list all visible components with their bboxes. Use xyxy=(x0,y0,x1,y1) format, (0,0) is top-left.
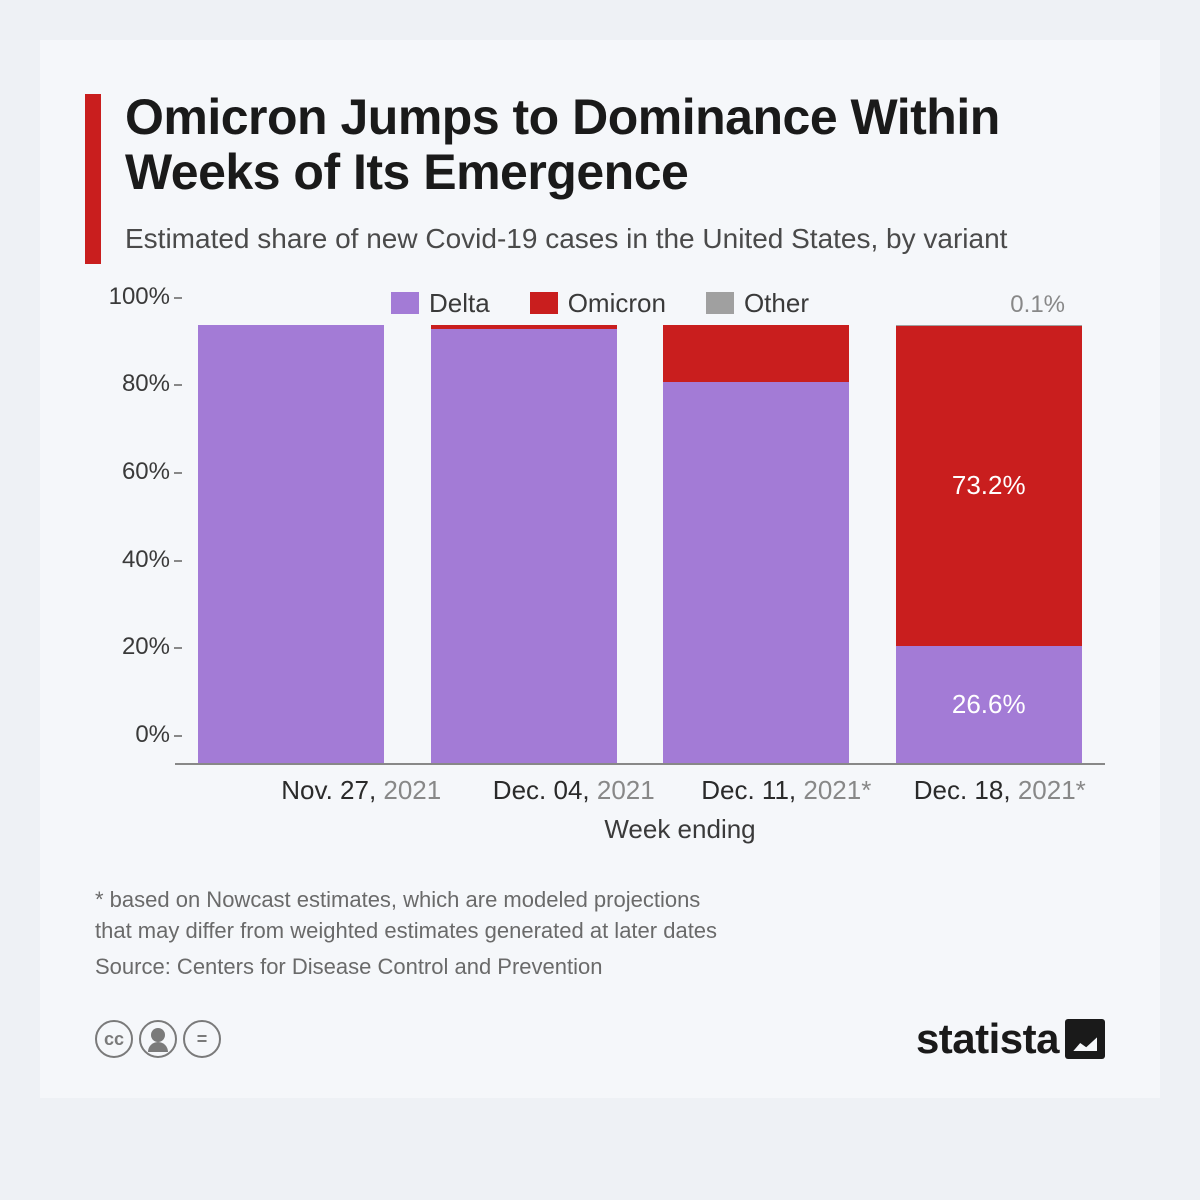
by-icon xyxy=(139,1020,177,1058)
chart-subtitle: Estimated share of new Covid-19 cases in… xyxy=(125,220,1105,258)
x-tick-label: Dec. 18, 2021* xyxy=(914,775,1084,806)
brand-text: statista xyxy=(916,1015,1059,1063)
bar-segment-delta xyxy=(431,329,617,763)
stacked-bar xyxy=(431,325,617,763)
legend-swatch xyxy=(530,292,558,314)
bar-column xyxy=(198,325,384,763)
y-tick: 100% xyxy=(95,283,170,311)
legend-label: Delta xyxy=(429,288,490,319)
y-tick: 20% xyxy=(95,633,170,661)
legend-label: Omicron xyxy=(568,288,666,319)
bar-segment-delta xyxy=(663,382,849,763)
bar-segment-delta: 26.6% xyxy=(896,646,1082,763)
header-block: Omicron Jumps to Dominance Within Weeks … xyxy=(95,90,1105,258)
x-tick-label: Nov. 27, 2021 xyxy=(276,775,446,806)
accent-bar xyxy=(85,94,101,264)
chart-title: Omicron Jumps to Dominance Within Weeks … xyxy=(125,90,1105,200)
infographic-card: Omicron Jumps to Dominance Within Weeks … xyxy=(40,40,1160,1098)
legend-swatch xyxy=(706,292,734,314)
y-tick: 40% xyxy=(95,546,170,574)
footnote: * based on Nowcast estimates, which are … xyxy=(95,885,1105,947)
legend-swatch xyxy=(391,292,419,314)
stacked-bar xyxy=(198,325,384,763)
stacked-bar: 26.6%73.2% xyxy=(896,325,1082,763)
footer: cc = statista xyxy=(95,1015,1105,1063)
bar-segment-omicron xyxy=(663,325,849,382)
x-tick-label: Dec. 04, 2021 xyxy=(489,775,659,806)
x-axis-labels: Nov. 27, 2021 Dec. 04, 2021 Dec. 11, 2021*… xyxy=(175,775,1105,806)
x-axis-title: Week ending xyxy=(175,814,1105,845)
plot: 0%20%40%60%80%100% 26.6%73.2% xyxy=(175,325,1105,765)
bar-column xyxy=(663,325,849,763)
y-axis: 0%20%40%60%80%100% xyxy=(95,325,170,763)
cc-icon: cc xyxy=(95,1020,133,1058)
legend: Delta Omicron Other xyxy=(95,288,1105,319)
y-tick: 80% xyxy=(95,370,170,398)
chart-area: 0.1% 0%20%40%60%80%100% 26.6%73.2% Nov. … xyxy=(95,325,1105,845)
legend-item: Other xyxy=(706,288,809,319)
legend-label: Other xyxy=(744,288,809,319)
license-icons: cc = xyxy=(95,1020,221,1058)
nd-icon: = xyxy=(183,1020,221,1058)
brand-mark-icon xyxy=(1065,1019,1105,1059)
source-line: Source: Centers for Disease Control and … xyxy=(95,954,1105,980)
bar-column xyxy=(431,325,617,763)
brand-logo: statista xyxy=(916,1015,1105,1063)
y-tick: 0% xyxy=(95,721,170,749)
bar-column: 26.6%73.2% xyxy=(896,325,1082,763)
stacked-bar xyxy=(663,325,849,763)
bar-segment-omicron: 73.2% xyxy=(896,326,1082,647)
x-tick-label: Dec. 11, 2021* xyxy=(701,775,871,806)
legend-item: Omicron xyxy=(530,288,666,319)
legend-item: Delta xyxy=(391,288,490,319)
top-annotation: 0.1% xyxy=(1010,291,1065,319)
bar-segment-delta xyxy=(198,325,384,763)
y-tick: 60% xyxy=(95,458,170,486)
